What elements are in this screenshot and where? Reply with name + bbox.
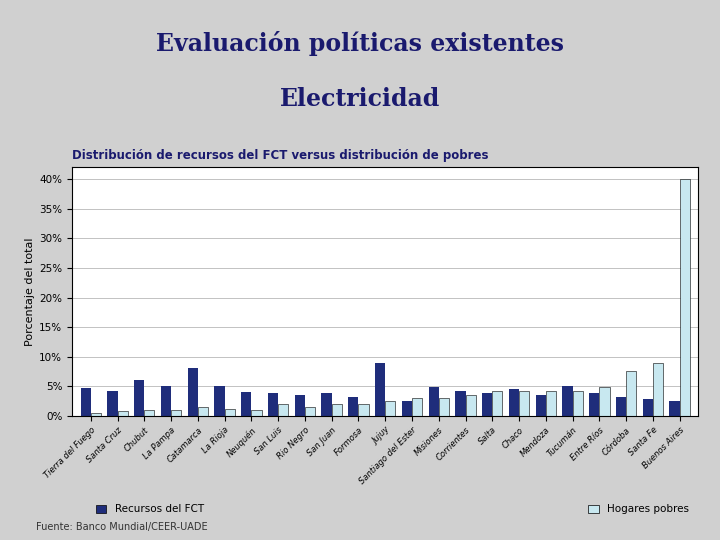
- Bar: [117, 411, 127, 416]
- Bar: [562, 386, 572, 416]
- Bar: [492, 391, 503, 416]
- Bar: [509, 389, 519, 416]
- Bar: [438, 398, 449, 416]
- Bar: [359, 404, 369, 416]
- Text: Distribución de recursos del FCT versus distribución de pobres: Distribución de recursos del FCT versus …: [72, 149, 488, 162]
- Bar: [680, 179, 690, 416]
- Bar: [161, 386, 171, 416]
- Bar: [225, 409, 235, 416]
- Bar: [241, 392, 251, 416]
- Bar: [91, 413, 101, 416]
- Bar: [428, 387, 438, 416]
- Bar: [375, 362, 385, 416]
- Bar: [536, 395, 546, 416]
- Bar: [278, 404, 288, 416]
- Bar: [455, 391, 466, 416]
- Bar: [482, 393, 492, 416]
- Bar: [134, 380, 144, 416]
- Bar: [251, 410, 261, 416]
- Text: Fuente: Banco Mundial/CEER-UADE: Fuente: Banco Mundial/CEER-UADE: [36, 522, 207, 532]
- Bar: [546, 391, 556, 416]
- Text: Electricidad: Electricidad: [280, 87, 440, 111]
- Bar: [616, 397, 626, 416]
- Bar: [599, 387, 610, 416]
- Bar: [653, 362, 663, 416]
- Bar: [589, 393, 599, 416]
- Bar: [81, 388, 91, 416]
- Bar: [198, 407, 208, 416]
- Bar: [572, 391, 582, 416]
- Bar: [348, 397, 359, 416]
- Legend: Hogares pobres: Hogares pobres: [584, 500, 693, 518]
- Y-axis label: Porcentaje del total: Porcentaje del total: [25, 238, 35, 346]
- Bar: [332, 404, 342, 416]
- Bar: [188, 368, 198, 416]
- Bar: [294, 395, 305, 416]
- Legend: Recursos del FCT: Recursos del FCT: [91, 500, 208, 518]
- Bar: [626, 372, 636, 416]
- Bar: [402, 401, 412, 416]
- Bar: [412, 398, 422, 416]
- Bar: [305, 407, 315, 416]
- Bar: [107, 391, 117, 416]
- Bar: [215, 386, 225, 416]
- Bar: [466, 395, 476, 416]
- Bar: [643, 399, 653, 416]
- Bar: [322, 393, 332, 416]
- Bar: [385, 401, 395, 416]
- Bar: [268, 393, 278, 416]
- Bar: [144, 410, 155, 416]
- Bar: [519, 391, 529, 416]
- Bar: [670, 401, 680, 416]
- Bar: [171, 410, 181, 416]
- Text: Evaluación políticas existentes: Evaluación políticas existentes: [156, 31, 564, 56]
